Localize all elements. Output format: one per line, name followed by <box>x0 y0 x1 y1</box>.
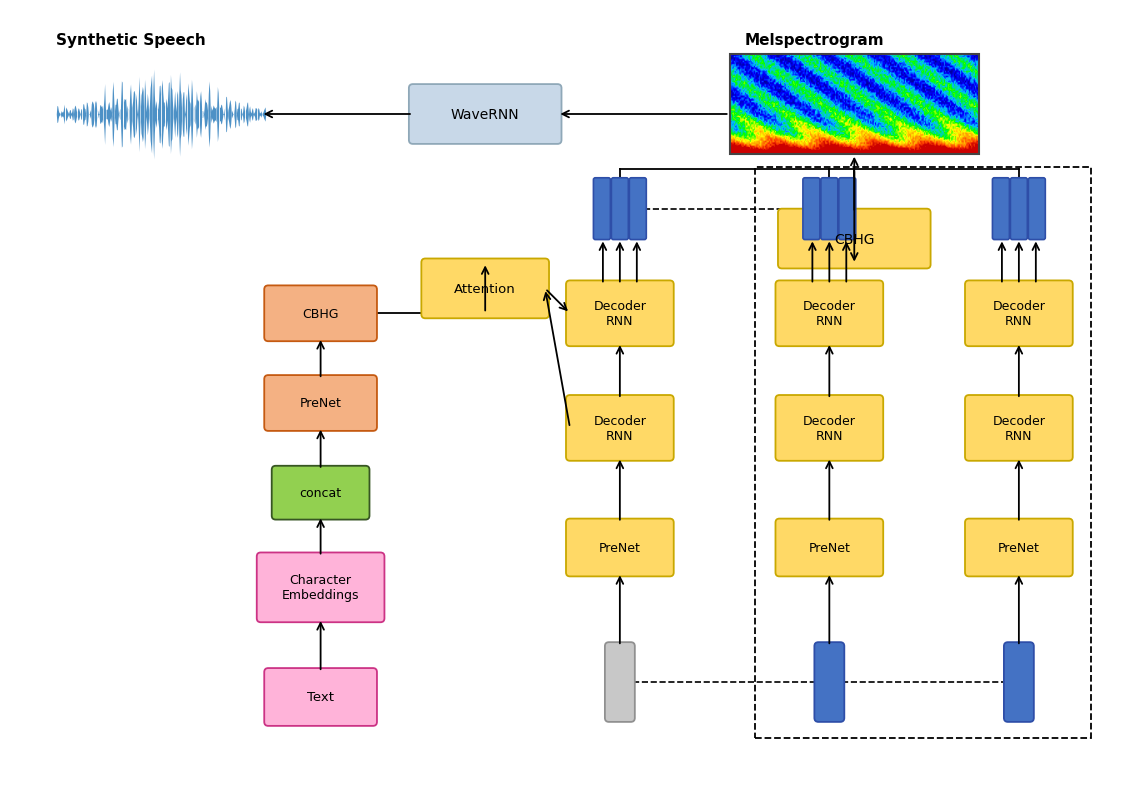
FancyBboxPatch shape <box>629 178 646 240</box>
Bar <box>729 55 979 155</box>
FancyBboxPatch shape <box>778 210 931 269</box>
Text: Decoder
RNN: Decoder RNN <box>594 414 646 442</box>
FancyBboxPatch shape <box>605 642 635 722</box>
FancyBboxPatch shape <box>775 281 884 347</box>
Text: Decoder
RNN: Decoder RNN <box>594 300 646 328</box>
FancyBboxPatch shape <box>611 178 629 240</box>
FancyBboxPatch shape <box>566 281 674 347</box>
FancyBboxPatch shape <box>775 519 884 577</box>
Text: Decoder
RNN: Decoder RNN <box>802 300 855 328</box>
FancyBboxPatch shape <box>1028 178 1046 240</box>
FancyBboxPatch shape <box>257 552 384 622</box>
FancyBboxPatch shape <box>802 178 819 240</box>
Text: Character
Embeddings: Character Embeddings <box>282 573 360 601</box>
Text: Synthetic Speech: Synthetic Speech <box>56 33 206 48</box>
FancyBboxPatch shape <box>409 85 561 145</box>
FancyBboxPatch shape <box>965 281 1073 347</box>
Text: Text: Text <box>307 691 334 703</box>
Text: PreNet: PreNet <box>808 541 850 554</box>
FancyBboxPatch shape <box>815 642 844 722</box>
Text: WaveRNN: WaveRNN <box>451 108 520 122</box>
FancyBboxPatch shape <box>264 376 376 431</box>
Text: Decoder
RNN: Decoder RNN <box>802 414 855 442</box>
Text: PreNet: PreNet <box>997 541 1040 554</box>
FancyBboxPatch shape <box>1011 178 1028 240</box>
Bar <box>755 168 1091 738</box>
Text: PreNet: PreNet <box>598 541 641 554</box>
FancyBboxPatch shape <box>272 467 370 520</box>
FancyBboxPatch shape <box>838 178 855 240</box>
FancyBboxPatch shape <box>264 668 376 726</box>
Text: CBHG: CBHG <box>834 232 875 247</box>
Text: Attention: Attention <box>454 283 516 296</box>
FancyBboxPatch shape <box>775 396 884 461</box>
FancyBboxPatch shape <box>965 519 1073 577</box>
Text: CBHG: CBHG <box>302 308 339 320</box>
FancyBboxPatch shape <box>594 178 611 240</box>
FancyBboxPatch shape <box>1004 642 1033 722</box>
Text: concat: concat <box>300 487 341 499</box>
Text: Decoder
RNN: Decoder RNN <box>993 300 1046 328</box>
Text: Decoder
RNN: Decoder RNN <box>993 414 1046 442</box>
FancyBboxPatch shape <box>820 178 837 240</box>
FancyBboxPatch shape <box>421 259 549 319</box>
FancyBboxPatch shape <box>566 519 674 577</box>
FancyBboxPatch shape <box>965 396 1073 461</box>
Text: Melspectrogram: Melspectrogram <box>745 33 885 48</box>
FancyBboxPatch shape <box>566 396 674 461</box>
FancyBboxPatch shape <box>993 178 1010 240</box>
FancyBboxPatch shape <box>264 286 376 342</box>
Text: PreNet: PreNet <box>300 397 341 410</box>
